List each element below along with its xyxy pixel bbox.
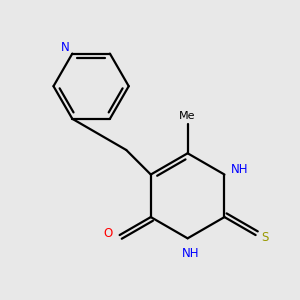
Text: NH: NH (182, 247, 200, 260)
Text: Me: Me (179, 111, 196, 121)
Text: S: S (262, 231, 269, 244)
Text: N: N (61, 41, 70, 54)
Text: O: O (103, 227, 113, 240)
Text: NH: NH (230, 163, 248, 176)
